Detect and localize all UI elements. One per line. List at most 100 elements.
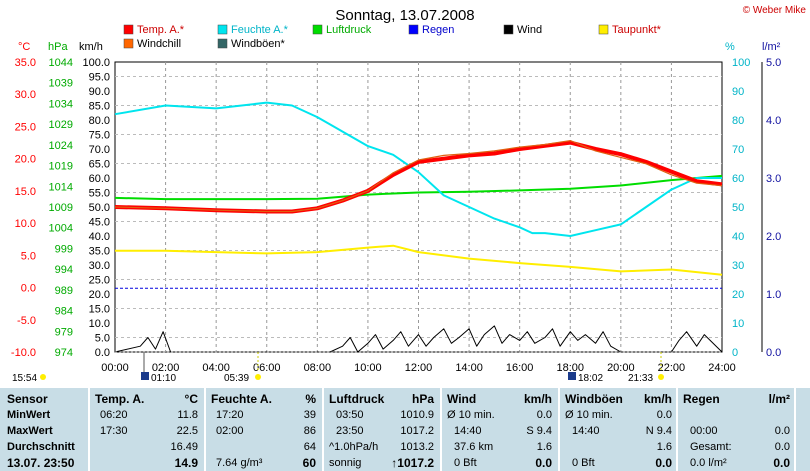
wind-current: 0.0 [535,456,552,470]
x-tick-label: 24:00 [708,362,736,374]
gust-header: Windböen [565,392,623,406]
sun-moon-marks: 15:54 01:10 05:39 18:02 21:33 [12,352,664,382]
pressure-axis-tick: 1024 [49,140,73,152]
wind-axis-tick: 15.0 [89,304,110,316]
humidity-axis-tick: 20 [732,289,744,301]
moon-icon [568,372,576,380]
rain-total-value: 0.0 [774,441,790,453]
x-tick-label: 14:00 [455,362,483,374]
legend-swatch [123,24,134,35]
sun-icon [40,374,46,380]
temp-unit: °C [184,392,198,406]
sensor-header: Sensor [7,392,48,406]
wind-axis-tick: 30.0 [89,260,110,272]
wind-axis-tick: 25.0 [89,275,110,287]
pressure-axis-tick: 979 [55,326,73,338]
pressure-axis-tick: 1034 [49,98,73,110]
rain-max-time: 00:00 [690,425,718,437]
x-tick-label: 20:00 [607,362,635,374]
rain-axis-tick: 2.0 [766,231,781,243]
wind-axis-tick: 5.0 [95,333,110,345]
x-tick-label: 00:00 [101,362,129,374]
weather-chart: Sonntag, 13.07.2008 © Weber Mike Temp. A… [11,5,807,382]
rain-axis-tick: 3.0 [766,173,781,185]
legend-label-6: Wind [517,24,542,36]
sun-icon [658,374,664,380]
legend-swatch [312,24,323,35]
humidity-unit-label: % [725,41,735,53]
pressure-axis-tick: 1004 [49,223,73,235]
temp-header: Temp. A. [95,392,145,406]
pressure-axis-tick: 1019 [49,161,73,173]
humidity-axis-tick: 10 [732,318,744,330]
x-tick-label: 16:00 [506,362,534,374]
humidity-axis-tick: 70 [732,144,744,156]
pressure-axis-tick: 1014 [49,181,73,193]
temp-axis-tick: 15.0 [15,186,36,198]
wind-avg10-value: 0.0 [536,409,552,421]
temp-axis-tick: 10.0 [15,218,36,230]
wind-axis-tick: 20.0 [89,289,110,301]
gust-avg10-label: Ø 10 min. [565,409,613,421]
pressure-axis-tick: 999 [55,243,73,255]
gust-max-time: 14:40 [572,425,600,437]
wind-avg10-label: Ø 10 min. [447,409,495,421]
gust-unit: km/h [643,392,672,406]
pressure-max-time: 23:50 [336,425,364,437]
wind-header: Wind [447,392,477,406]
current-datetime: 13.07. 23:50 [7,456,75,470]
wind-axis-tick: 85.0 [89,101,110,113]
temp-min-time: 06:20 [100,409,128,421]
legend-label-5: Regen [422,24,454,36]
chart-grid [114,61,723,353]
legend-swatch [598,24,609,35]
sunrise-label: 05:39 [224,373,249,382]
rain-current: 0.0 [773,456,790,470]
chart-series [114,101,723,353]
forecast-label: sonnig [329,457,362,469]
pressure-axis-tick: 989 [55,285,73,297]
rain-unit: l/m² [768,392,790,406]
temp-axis-tick: -5.0 [17,315,36,327]
temp-axis-tick: 25.0 [15,121,36,133]
pressure-unit-label: hPa [48,41,68,53]
sunset-label: 21:33 [628,373,653,382]
humidity-unit: % [305,392,316,406]
wind-axis-tick: 0.0 [95,347,110,359]
legend-swatch [217,38,228,49]
humidity-min-time: 17:20 [216,409,244,421]
pressure-axis-tick: 1044 [49,57,73,69]
wind-axis-tick: 55.0 [89,188,110,200]
rain-total-label: Gesamt: [690,441,732,453]
wind-avg-value: 1.6 [536,441,552,453]
pressure-axis-tick: 1039 [49,78,73,90]
temp-max-time: 17:30 [100,425,128,437]
statistics-table: Sensor MinWert MaxWert Durchschnitt 13.0… [0,388,810,471]
moonrise-label: 01:10 [151,373,176,382]
temp-axis-tick: 0.0 [21,283,36,295]
gust-avg10-value: 0.0 [656,409,672,421]
humidity-axis-tick: 0 [732,347,738,359]
x-tick-label: 18:00 [556,362,584,374]
pressure-axis-tick: 974 [55,347,73,359]
wind-axis-tick: 80.0 [89,115,110,127]
x-tick-label: 02:00 [152,362,180,374]
pressure-current: ↑1017.2 [391,456,434,470]
wind-axis-tick: 70.0 [89,144,110,156]
wind-axis-tick: 40.0 [89,231,110,243]
wind-axis-tick: 65.0 [89,159,110,171]
left-time-label: 15:54 [12,373,37,382]
rain-axis-tick: 4.0 [766,115,781,127]
wind-unit: km/h [523,392,552,406]
legend-label-0: Temp. A.* [137,24,185,36]
wind-axis-tick: 50.0 [89,202,110,214]
pressure-axis-tick: 1009 [49,202,73,214]
legend-swatch [217,24,228,35]
wind-max-time: 14:40 [454,425,482,437]
temp-axis-tick: 20.0 [15,154,36,166]
humidity-header: Feuchte A. [211,392,272,406]
humidity-avg-value: 64 [303,441,316,453]
series-luftdruck [114,174,723,201]
temp-unit-label: °C [18,41,30,53]
pressure-unit: hPa [411,392,434,406]
